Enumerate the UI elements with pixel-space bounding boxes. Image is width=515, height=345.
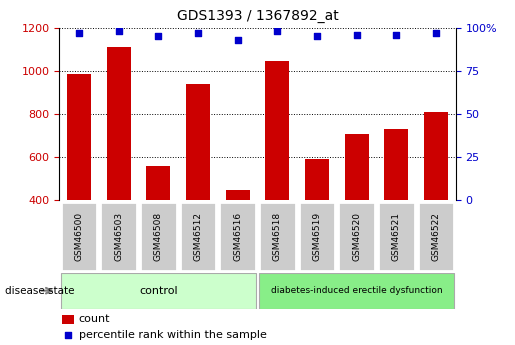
Point xyxy=(432,30,440,36)
Bar xyxy=(146,166,170,200)
Bar xyxy=(265,61,289,200)
Point xyxy=(313,33,321,39)
Point xyxy=(114,28,123,34)
FancyBboxPatch shape xyxy=(61,273,256,309)
Bar xyxy=(345,134,369,200)
Point xyxy=(352,32,360,37)
Text: GSM46500: GSM46500 xyxy=(75,212,83,261)
FancyBboxPatch shape xyxy=(140,201,177,271)
Text: count: count xyxy=(79,314,110,324)
Point xyxy=(273,28,281,34)
Point xyxy=(233,37,242,42)
Text: GSM46521: GSM46521 xyxy=(392,212,401,261)
Text: percentile rank within the sample: percentile rank within the sample xyxy=(79,330,267,340)
Point xyxy=(64,332,72,337)
Text: GSM46520: GSM46520 xyxy=(352,212,361,261)
Text: GSM46516: GSM46516 xyxy=(233,212,242,261)
Bar xyxy=(305,159,329,200)
FancyBboxPatch shape xyxy=(100,201,137,271)
Point xyxy=(194,30,202,36)
FancyBboxPatch shape xyxy=(378,201,415,271)
Bar xyxy=(424,112,448,200)
FancyBboxPatch shape xyxy=(338,201,375,271)
Text: control: control xyxy=(139,286,178,296)
Text: GSM46522: GSM46522 xyxy=(432,212,440,261)
Text: GDS1393 / 1367892_at: GDS1393 / 1367892_at xyxy=(177,9,338,23)
Point xyxy=(154,33,162,39)
Text: GSM46503: GSM46503 xyxy=(114,212,123,261)
Text: GSM46512: GSM46512 xyxy=(194,212,202,261)
FancyBboxPatch shape xyxy=(219,201,256,271)
FancyBboxPatch shape xyxy=(418,201,454,271)
Bar xyxy=(67,74,91,200)
Text: GSM46518: GSM46518 xyxy=(273,212,282,261)
Bar xyxy=(107,47,131,200)
FancyBboxPatch shape xyxy=(180,201,216,271)
Text: GSM46519: GSM46519 xyxy=(313,212,321,261)
Point xyxy=(392,32,401,37)
Bar xyxy=(384,129,408,200)
FancyBboxPatch shape xyxy=(259,273,454,309)
FancyBboxPatch shape xyxy=(259,201,296,271)
Text: diabetes-induced erectile dysfunction: diabetes-induced erectile dysfunction xyxy=(271,286,442,295)
Bar xyxy=(186,84,210,200)
FancyBboxPatch shape xyxy=(299,201,335,271)
FancyBboxPatch shape xyxy=(61,201,97,271)
Bar xyxy=(226,190,250,200)
Text: GSM46508: GSM46508 xyxy=(154,212,163,261)
Text: disease state: disease state xyxy=(5,286,75,296)
Point xyxy=(75,30,83,36)
Bar xyxy=(62,315,75,324)
